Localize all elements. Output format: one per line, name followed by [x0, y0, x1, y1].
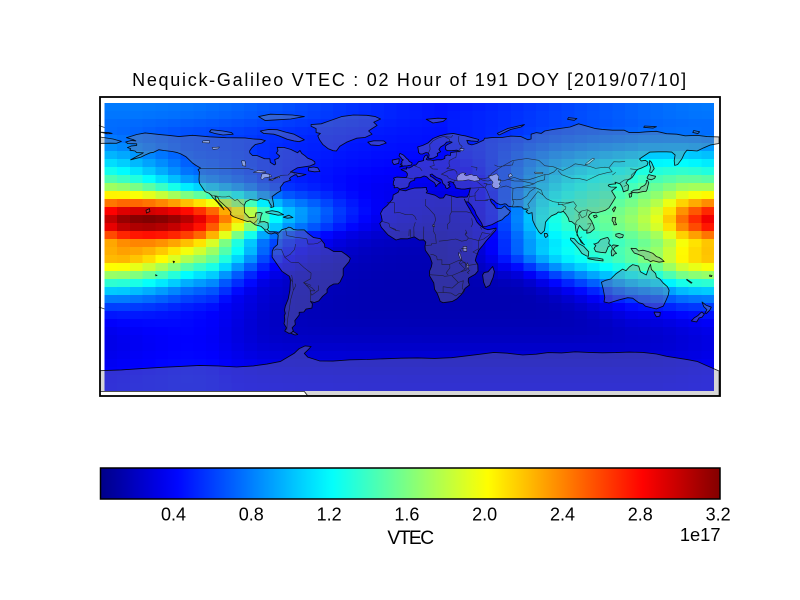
svg-text:1.2: 1.2 [317, 505, 342, 525]
svg-text:3.2: 3.2 [706, 505, 731, 525]
svg-text:2.0: 2.0 [472, 505, 497, 525]
svg-text:1e17: 1e17 [680, 524, 721, 545]
svg-text:VTEC: VTEC [387, 528, 434, 549]
svg-text:2.8: 2.8 [628, 505, 653, 525]
svg-text:0.4: 0.4 [161, 505, 186, 525]
svg-text:0.8: 0.8 [239, 505, 264, 525]
svg-text:1.6: 1.6 [394, 505, 419, 525]
svg-text:2.4: 2.4 [550, 505, 575, 525]
svg-text:Nequick-Galileo VTEC : 02 Hour: Nequick-Galileo VTEC : 02 Hour of 191 DO… [132, 70, 688, 90]
